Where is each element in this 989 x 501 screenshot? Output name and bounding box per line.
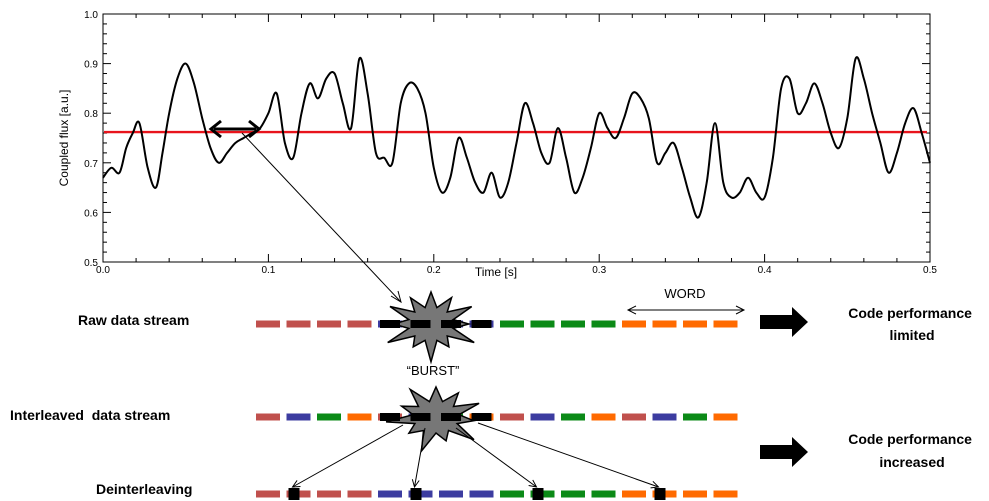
x-tick-label: 0.5 — [923, 265, 937, 276]
raw-segment — [530, 320, 555, 328]
deinterleaved-segment — [256, 490, 280, 498]
deinterleave-arrow-line — [292, 424, 404, 488]
result-increased-text: Code performance increased — [848, 431, 976, 470]
interleaved-segment — [622, 413, 646, 421]
deinterleave-arrowhead — [411, 479, 420, 489]
deinterleaved-data-stream — [256, 488, 738, 500]
raw-data-stream — [256, 320, 738, 328]
raw-segment — [500, 320, 524, 328]
y-tick-label: 0.8 — [84, 109, 98, 120]
deinterleave-arrowhead — [528, 479, 538, 488]
burst-shape-interleaved — [385, 385, 480, 454]
y-tick-labels: 0.5 0.6 0.7 0.8 0.9 1.0 — [84, 10, 98, 269]
x-tick-label: 0.3 — [592, 265, 606, 276]
deinterleaved-segment — [500, 490, 524, 498]
error-bit — [532, 488, 544, 500]
plot-frame — [102, 13, 931, 263]
deinterleaved-segment — [347, 490, 372, 498]
y-tick-label: 0.5 — [84, 258, 98, 269]
corrupted-bit — [471, 320, 492, 328]
y-tick-label: 0.9 — [84, 60, 98, 71]
raw-segment — [286, 320, 311, 328]
x-tick-label: 0.2 — [427, 265, 441, 276]
result-arrow-increased — [760, 437, 808, 467]
result-limited-text: Code performance limited — [848, 305, 976, 343]
error-bit — [654, 488, 666, 500]
deinterleaved-segment — [469, 490, 494, 498]
burst-duration-double-arrow — [208, 119, 262, 139]
x-tick-label: 0.4 — [758, 265, 772, 276]
deinterleave-arrow-line — [455, 427, 537, 488]
y-tick-label: 0.6 — [84, 208, 98, 219]
deinterleaving-label: Deinterleaving — [96, 481, 192, 497]
deinterleaved-segment — [591, 490, 616, 498]
deinterleave-arrowhead — [291, 480, 301, 488]
deinterleaved-segment — [317, 490, 341, 498]
raw-segment — [317, 320, 341, 328]
burst-pointer-arrowhead — [390, 290, 402, 304]
deinterleave-arrows — [291, 422, 660, 489]
y-tick-label: 0.7 — [84, 159, 98, 170]
deinterleaved-segment — [713, 490, 738, 498]
interleaved-segment — [713, 413, 738, 421]
deinterleaved-segment — [622, 490, 646, 498]
interleaved-segment — [530, 413, 555, 421]
raw-segment — [256, 320, 280, 328]
word-label: WORD — [664, 286, 705, 301]
raw-data-stream-label: Raw data stream — [78, 312, 189, 328]
interleaved-segment — [256, 413, 280, 421]
deinterleaved-segment — [683, 490, 707, 498]
y-axis-title: Coupled flux [a.u.] — [57, 90, 71, 187]
interleaved-segment — [683, 413, 707, 421]
raw-segment — [561, 320, 585, 328]
deinterleave-arrow-line — [414, 427, 426, 488]
x-tick-label: 0.1 — [261, 265, 275, 276]
error-bit — [410, 488, 422, 500]
raw-segment — [347, 320, 372, 328]
corrupted-bit — [410, 320, 431, 328]
word-span-arrow — [626, 305, 746, 315]
interleaved-segment — [500, 413, 524, 421]
interleaved-data-stream — [256, 413, 738, 421]
result-arrow-limited — [760, 307, 808, 337]
burst-shape-raw — [387, 289, 475, 365]
interleaved-segment — [591, 413, 616, 421]
corrupted-bit — [471, 413, 492, 421]
error-bit — [288, 488, 300, 500]
corrupted-bit — [380, 413, 400, 421]
raw-segment — [591, 320, 616, 328]
x-tick-labels: 0.0 0.1 0.2 0.3 0.4 0.5 — [96, 265, 937, 276]
deinterleave-arrow-line — [477, 422, 659, 488]
burst-black-bits-raw — [380, 320, 492, 328]
burst-black-bits-interleaved — [380, 413, 492, 421]
interleaved-segment — [317, 413, 341, 421]
plot-ticks — [102, 13, 931, 263]
burst-label: “BURST” — [407, 363, 460, 378]
x-tick-label: 0.0 — [96, 265, 110, 276]
interleaved-segment — [347, 413, 372, 421]
corrupted-bit — [380, 320, 400, 328]
interleaved-segment — [286, 413, 311, 421]
deinterleaved-segment — [439, 490, 463, 498]
burst-pointer-arrow — [241, 132, 401, 302]
raw-segment — [622, 320, 646, 328]
interleaved-segment — [561, 413, 585, 421]
x-axis-title: Time [s] — [475, 265, 517, 279]
corrupted-bit — [441, 320, 461, 328]
corrupted-bit — [441, 413, 461, 421]
y-tick-label: 1.0 — [84, 10, 98, 21]
deinterleaved-segment — [561, 490, 585, 498]
flux-series-line — [102, 56, 931, 219]
deinterleaved-segment — [378, 490, 402, 498]
corrupted-bit — [410, 413, 431, 421]
interleaved-segment — [652, 413, 677, 421]
raw-segment — [713, 320, 738, 328]
raw-segment — [683, 320, 707, 328]
raw-segment — [652, 320, 677, 328]
deinterleave-arrowhead — [650, 480, 660, 489]
interleaved-data-stream-label: Interleaved data stream — [10, 407, 170, 423]
